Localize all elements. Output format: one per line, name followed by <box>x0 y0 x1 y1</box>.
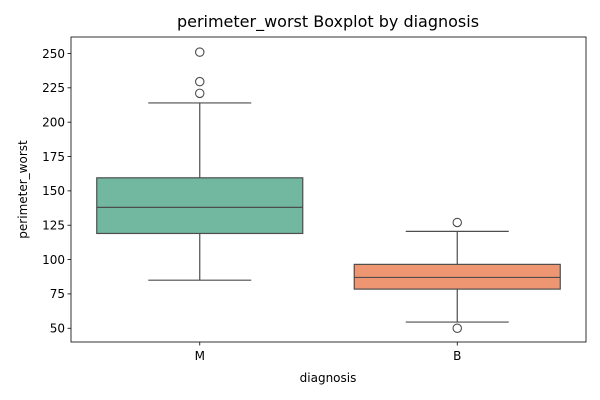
y-axis: 50 75 100 125 150 175 200 225 250 <box>42 47 71 336</box>
x-axis-label: diagnosis <box>300 371 357 385</box>
x-tick-label: B <box>453 349 461 363</box>
plot-area <box>96 47 561 334</box>
y-axis-label: perimeter_worst <box>16 140 30 239</box>
y-tick-label: 75 <box>50 287 65 301</box>
box-iqr <box>353 263 561 290</box>
plot-frame <box>70 36 587 343</box>
outlier-point <box>195 88 205 99</box>
y-tick-label: 175 <box>42 150 65 164</box>
chart-title: perimeter_worst Boxplot by diagnosis <box>177 12 479 32</box>
y-tick-label: 250 <box>42 47 65 61</box>
y-tick-label: 125 <box>42 219 65 233</box>
outlier-point <box>452 217 462 228</box>
y-tick-label: 150 <box>42 184 65 198</box>
y-tick-label: 225 <box>42 81 65 95</box>
outlier-point <box>195 76 205 87</box>
y-tick-label: 200 <box>42 115 65 129</box>
y-tick-label: 100 <box>42 253 65 267</box>
outlier-point <box>452 323 462 334</box>
x-tick-label: M <box>195 349 205 363</box>
box-group-M <box>96 47 304 281</box>
outlier-point <box>195 47 205 57</box>
y-tick-label: 50 <box>50 322 65 336</box>
box-group-B <box>353 217 561 334</box>
box-iqr <box>96 177 304 235</box>
